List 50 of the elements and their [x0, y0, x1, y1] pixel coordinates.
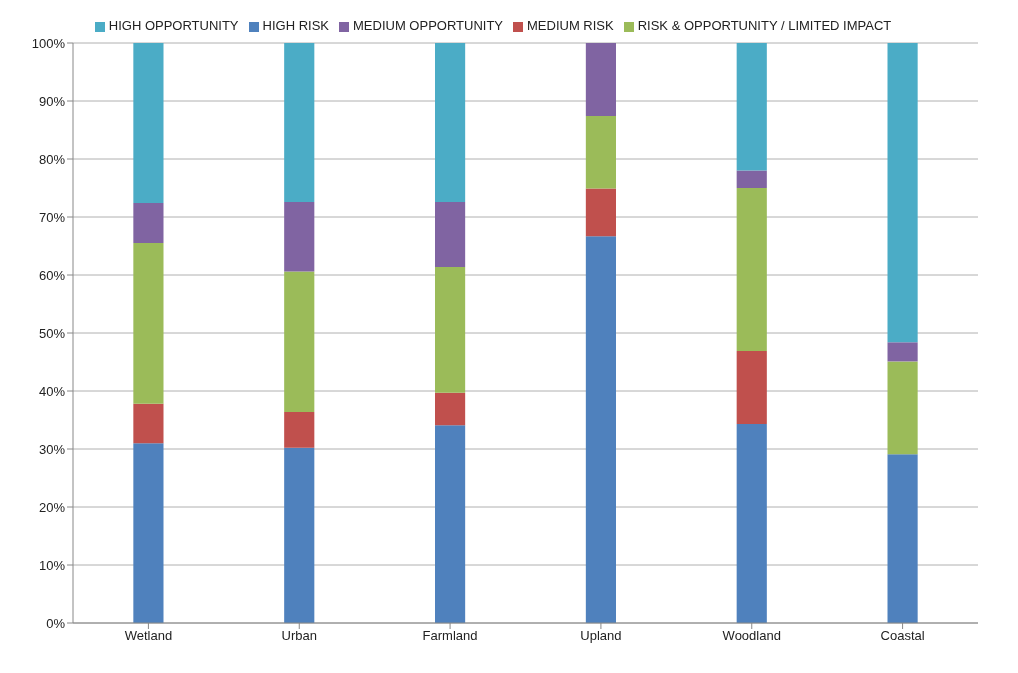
- bar: [736, 424, 767, 623]
- bar: [585, 188, 616, 237]
- bar: [736, 188, 767, 351]
- bar: [585, 116, 616, 189]
- x-tick-label: Urban: [281, 628, 317, 644]
- bar: [736, 43, 767, 171]
- bar: [736, 350, 767, 425]
- y-tick-label: 100%: [31, 35, 66, 51]
- bar: [133, 43, 164, 204]
- x-tick-label: Upland: [580, 628, 622, 644]
- legend-label: MEDIUM OPPORTUNITY: [353, 18, 504, 33]
- x-tick-label: Wetland: [124, 628, 173, 644]
- bar: [435, 201, 466, 267]
- bar: [435, 392, 466, 426]
- bar: [887, 342, 918, 362]
- bar: [133, 203, 164, 244]
- bar: [736, 170, 767, 188]
- bar: [133, 443, 164, 623]
- bar: [887, 454, 918, 623]
- bar: [133, 243, 164, 404]
- y-tick-label: 70%: [38, 209, 66, 225]
- y-tick-label: 30%: [38, 441, 66, 457]
- y-tick-label: 60%: [38, 267, 66, 283]
- legend-label: HIGH RISK: [262, 18, 330, 33]
- x-tick-label: Farmland: [422, 628, 478, 644]
- bar: [887, 361, 918, 455]
- bar: [435, 43, 466, 202]
- x-tick-label: Coastal: [880, 628, 925, 644]
- bar: [585, 236, 616, 623]
- bar: [284, 447, 315, 623]
- y-tick-label: 10%: [38, 557, 66, 573]
- bar: [435, 425, 466, 623]
- bar: [585, 43, 616, 117]
- legend-label: MEDIUM RISK: [527, 18, 614, 33]
- bar: [284, 271, 315, 412]
- x-tick-label: Woodland: [722, 628, 781, 644]
- bar: [284, 201, 315, 272]
- legend-label: HIGH OPPORTUNITY: [108, 18, 239, 33]
- bar: [887, 43, 918, 343]
- y-tick-label: 90%: [38, 93, 66, 109]
- legend-label: RISK & OPPORTUNITY / LIMITED IMPACT: [637, 18, 892, 33]
- bar: [435, 266, 466, 393]
- y-tick-label: 20%: [38, 499, 66, 515]
- bar: [284, 43, 315, 202]
- y-tick-label: 80%: [38, 151, 66, 167]
- bar: [284, 411, 315, 448]
- y-tick-label: 40%: [38, 383, 66, 399]
- y-tick-label: 50%: [38, 325, 66, 341]
- bar: [133, 403, 164, 444]
- y-tick-label: 0%: [46, 615, 66, 631]
